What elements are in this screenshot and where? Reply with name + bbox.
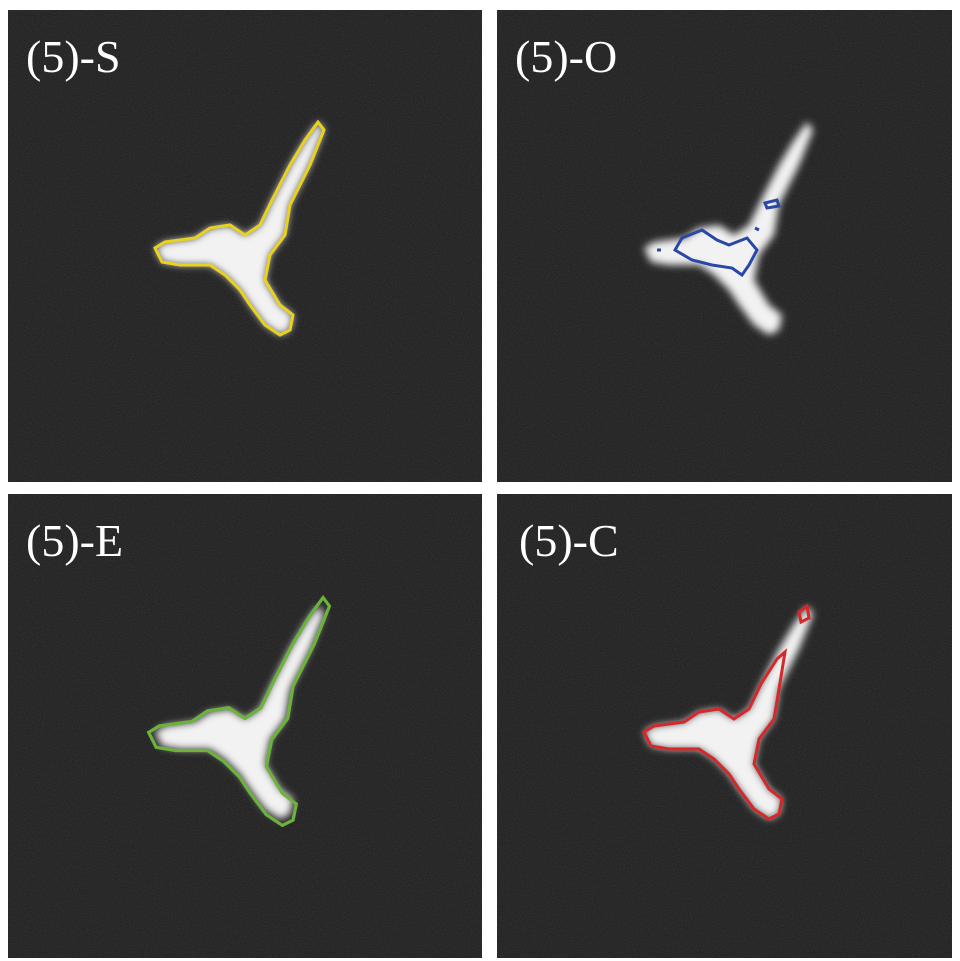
panel: (5)-S	[8, 10, 482, 482]
panel-label: (5)-S	[26, 31, 121, 82]
panel-label: (5)-E	[26, 515, 123, 566]
panel: (5)-O	[497, 10, 952, 482]
page: (5)-S (5)-O (5)-E (5)-C (() => { const d…	[0, 0, 960, 961]
panel: (5)-E	[8, 494, 482, 958]
panel-label: (5)-O	[515, 31, 617, 82]
figure: (5)-S (5)-O (5)-E (5)-C	[0, 0, 960, 961]
panel-label: (5)-C	[519, 515, 619, 566]
panel: (5)-C	[497, 494, 952, 958]
